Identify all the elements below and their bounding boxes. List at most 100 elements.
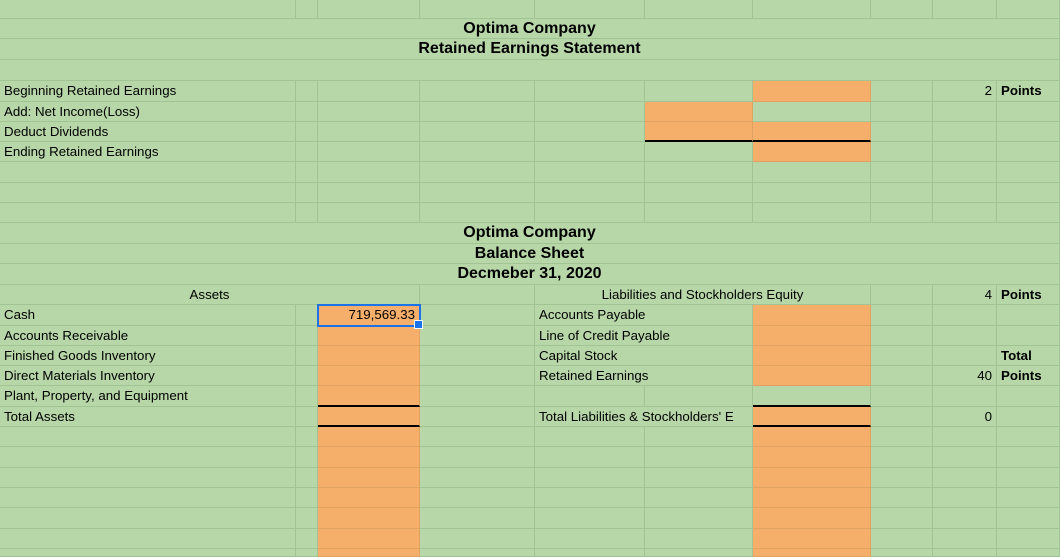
cell-orange-col-g-r24[interactable] [753, 468, 871, 488]
cell-r27c2[interactable] [296, 529, 318, 549]
input-deduct-dividends-2[interactable] [753, 122, 871, 142]
merged-blank-row[interactable] [0, 60, 1060, 81]
cell-r22c8[interactable] [871, 427, 933, 447]
input-retained-earnings[interactable] [753, 366, 871, 386]
label-deduct-dividends[interactable]: Deduct Dividends [0, 122, 296, 142]
input-plant-property-and-equipment[interactable] [318, 386, 420, 407]
cell-r28c2[interactable] [296, 549, 318, 557]
cell-r5c8[interactable] [871, 81, 933, 102]
input-net-income-loss[interactable] [645, 102, 753, 122]
cell-r16c8[interactable] [871, 305, 933, 326]
cell-r21c2[interactable] [296, 407, 318, 427]
cell-orange-col-g-r22[interactable] [753, 427, 871, 447]
cell-r16c4[interactable] [420, 305, 535, 326]
cell-r20c10[interactable] [997, 386, 1060, 407]
cell-r24c8[interactable] [871, 468, 933, 488]
cell-r8c10[interactable] [997, 142, 1060, 162]
cell-r28c6[interactable] [645, 549, 753, 557]
title-retained-earnings-statement[interactable]: Retained Earnings Statement [0, 39, 1060, 60]
label-capital-stock[interactable]: Capital Stock [535, 346, 753, 366]
cell-r26c8[interactable] [871, 508, 933, 529]
cell-r23c6[interactable] [645, 447, 753, 468]
cell-r21c4[interactable] [420, 407, 535, 427]
cell-r26c1[interactable] [0, 508, 296, 529]
label-points-total[interactable]: Points [997, 366, 1060, 386]
cell-r24c10[interactable] [997, 468, 1060, 488]
cell-r19c8[interactable] [871, 366, 933, 386]
cell-r7c9[interactable] [933, 122, 997, 142]
cell-r25c10[interactable] [997, 488, 1060, 508]
label-plant-property-and-equipment[interactable]: Plant, Property, and Equipment [0, 386, 296, 407]
cell-r27c8[interactable] [871, 529, 933, 549]
cell-r25c9[interactable] [933, 488, 997, 508]
cell-r16c9[interactable] [933, 305, 997, 326]
title-balance-sheet-company[interactable]: Optima Company [0, 223, 1060, 244]
cell-orange-col-c-r22[interactable] [318, 427, 420, 447]
cell-r7c3[interactable] [318, 122, 420, 142]
cell-r26c6[interactable] [645, 508, 753, 529]
cell-r10c10[interactable] [997, 183, 1060, 203]
cell-r1c5[interactable] [535, 0, 645, 19]
cell-r23c9[interactable] [933, 447, 997, 468]
label-points-balance-sheet[interactable]: Points [997, 285, 1060, 305]
label-accounts-payable[interactable]: Accounts Payable [535, 305, 753, 326]
cell-r24c9[interactable] [933, 468, 997, 488]
cell-r23c4[interactable] [420, 447, 535, 468]
label-finished-goods-inventory[interactable]: Finished Goods Inventory [0, 346, 296, 366]
cell-r8c8[interactable] [871, 142, 933, 162]
cell-r11c9[interactable] [933, 203, 997, 223]
cell-r9c4[interactable] [420, 162, 535, 183]
cell-r9c10[interactable] [997, 162, 1060, 183]
cell-orange-col-g-r23[interactable] [753, 447, 871, 468]
cell-r10c7[interactable] [753, 183, 871, 203]
cell-r1c7[interactable] [753, 0, 871, 19]
cell-r9c9[interactable] [933, 162, 997, 183]
cell-r9c7[interactable] [753, 162, 871, 183]
cell-r11c3[interactable] [318, 203, 420, 223]
cell-r9c5[interactable] [535, 162, 645, 183]
cell-r9c2[interactable] [296, 162, 318, 183]
cell-r18c2[interactable] [296, 346, 318, 366]
cell-r24c2[interactable] [296, 468, 318, 488]
cell-r11c1[interactable] [0, 203, 296, 223]
header-liabilities-and-stockholders-equity[interactable]: Liabilities and Stockholders Equity [535, 285, 871, 305]
cell-r27c9[interactable] [933, 529, 997, 549]
cell-r6c8[interactable] [871, 102, 933, 122]
cell-r17c9[interactable] [933, 326, 997, 346]
cell-r1c2[interactable] [296, 0, 318, 19]
cell-r26c5[interactable] [535, 508, 645, 529]
cell-r22c9[interactable] [933, 427, 997, 447]
cell-r7c4[interactable] [420, 122, 535, 142]
cell-orange-col-g-r26[interactable] [753, 508, 871, 529]
cell-r11c10[interactable] [997, 203, 1060, 223]
cell-r7c2[interactable] [296, 122, 318, 142]
cell-r28c5[interactable] [535, 549, 645, 557]
cell-r11c5[interactable] [535, 203, 645, 223]
cell-r22c5[interactable] [535, 427, 645, 447]
cell-r1c6[interactable] [645, 0, 753, 19]
input-direct-materials-inventory[interactable] [318, 366, 420, 386]
cell-r1c9[interactable] [933, 0, 997, 19]
cell-r22c6[interactable] [645, 427, 753, 447]
cell-r10c6[interactable] [645, 183, 753, 203]
cell-r24c5[interactable] [535, 468, 645, 488]
cell-r17c2[interactable] [296, 326, 318, 346]
cell-r17c4[interactable] [420, 326, 535, 346]
cell-r6c9[interactable] [933, 102, 997, 122]
cell-r7c10[interactable] [997, 122, 1060, 142]
cell-r27c10[interactable] [997, 529, 1060, 549]
title-balance-sheet[interactable]: Balance Sheet [0, 244, 1060, 264]
cell-r16c2[interactable] [296, 305, 318, 326]
cell-r28c8[interactable] [871, 549, 933, 557]
label-total-assets[interactable]: Total Assets [0, 407, 296, 427]
cell-r28c10[interactable] [997, 549, 1060, 557]
cell-r10c4[interactable] [420, 183, 535, 203]
cell-r11c8[interactable] [871, 203, 933, 223]
cell-r1c3[interactable] [318, 0, 420, 19]
cell-r18c9[interactable] [933, 346, 997, 366]
cell-r5c5[interactable] [535, 81, 645, 102]
label-beginning-retained-earnings[interactable]: Beginning Retained Earnings [0, 81, 296, 102]
cell-r5c2[interactable] [296, 81, 318, 102]
cell-r8c6[interactable] [645, 142, 753, 162]
cell-r7c5[interactable] [535, 122, 645, 142]
